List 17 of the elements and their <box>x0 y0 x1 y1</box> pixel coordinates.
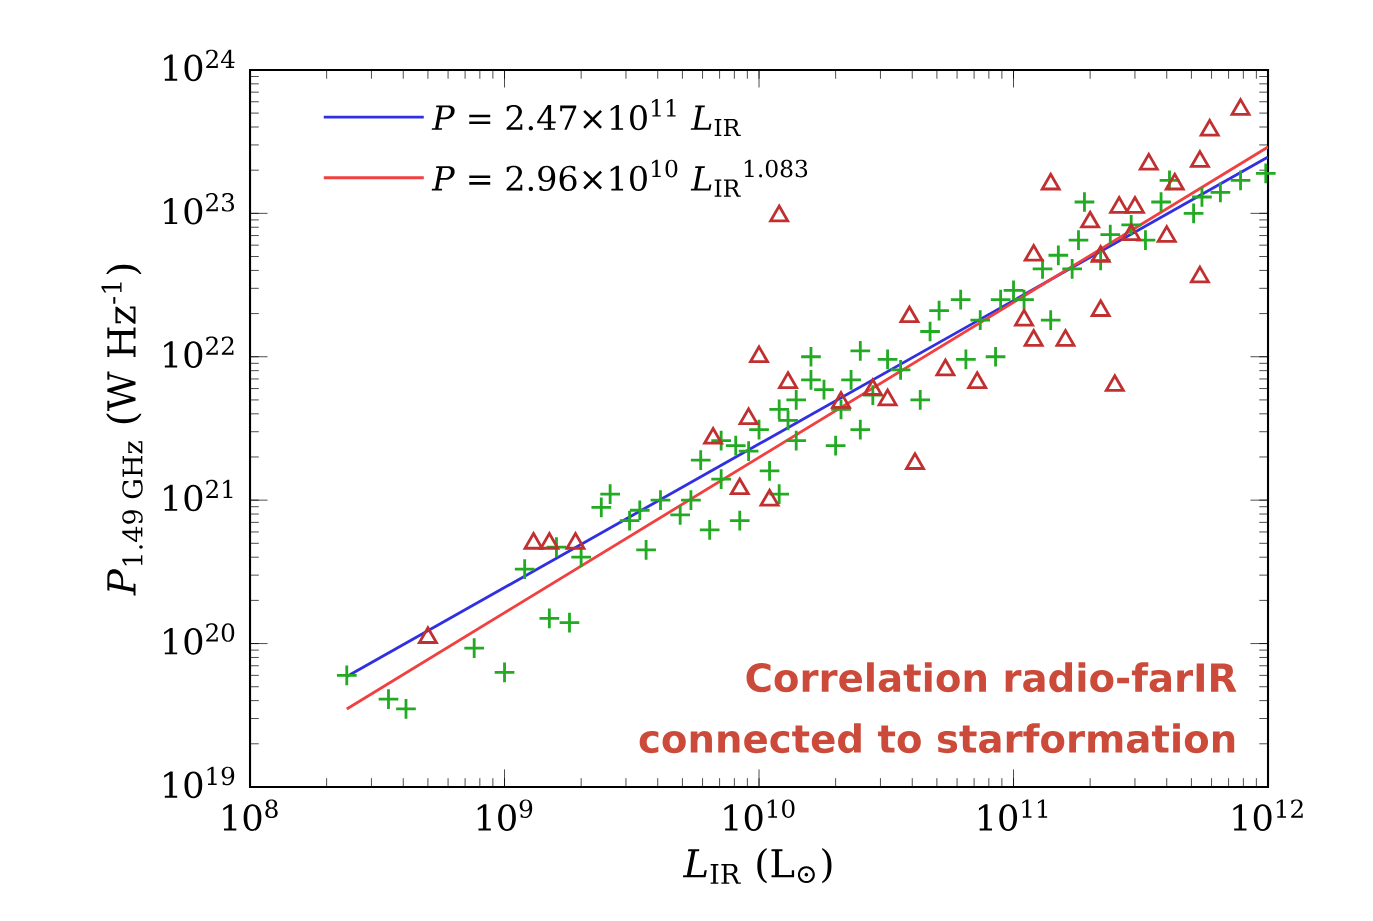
legend-label: P = 2.47×10$^{11}$ L$_{IR}$ <box>431 99 741 136</box>
x-tick-label: 10$^{12}$ <box>1233 799 1303 831</box>
y-axis-title: P$_{1.49 GHz}$ (W Hz$^{-1}$) <box>101 264 143 596</box>
y-tick-label: 10$^{21}$ <box>164 479 233 512</box>
y-tick-label: 10$^{20}$ <box>164 623 235 655</box>
y-tick-label: 10$^{24}$ <box>164 49 235 82</box>
y-tick-label: 10$^{22}$ <box>164 336 234 368</box>
x-tick-label: 10$^{10}$ <box>724 799 795 831</box>
y-tick-label: 10$^{23}$ <box>164 193 235 225</box>
annotation: connected to starformation <box>639 723 1235 754</box>
annotation: Correlation radio-farIR <box>746 662 1237 693</box>
x-axis-title: L$_{IR}$ (L$_{⊙}$) <box>682 847 832 884</box>
y-tick-label: 10$^{19}$ <box>164 766 235 799</box>
legend-label: P = 2.96×10$^{10}$ L$_{IR}$1.083 <box>431 159 808 197</box>
x-tick-label: 10$^{8}$ <box>223 799 278 831</box>
x-tick-label: 10$^{9}$ <box>477 799 533 831</box>
x-tick-label: 10$^{11}$ <box>978 799 1048 831</box>
